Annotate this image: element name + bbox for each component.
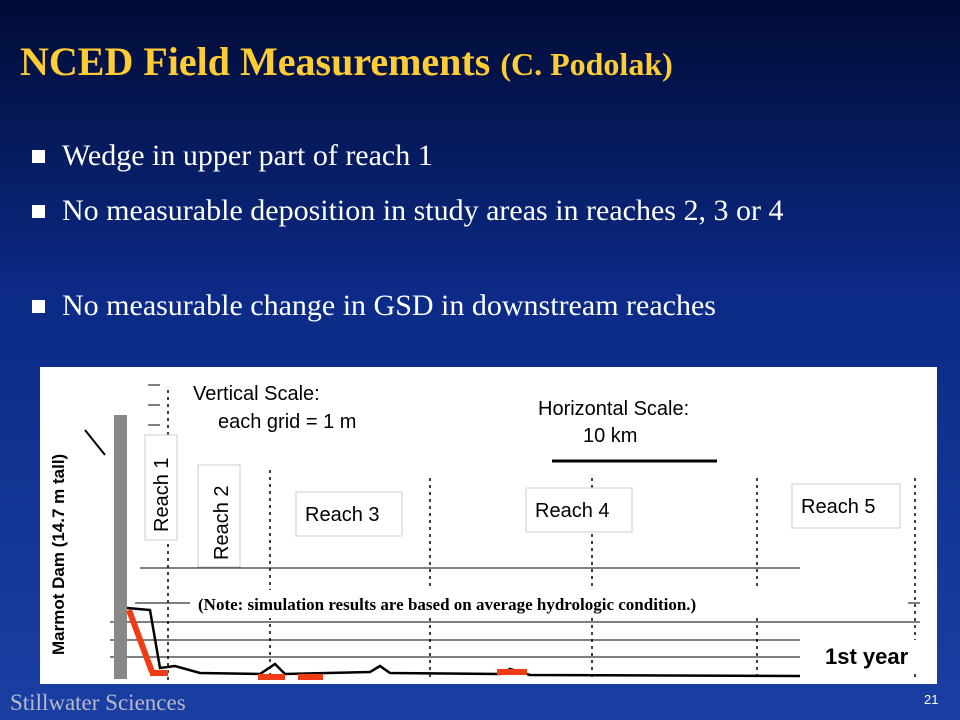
dam-label: Marmot Dam (14.7 m tall) [49,454,68,655]
reach-label: Reach 2 [211,486,233,561]
measurement [126,608,155,674]
bullet: No measurable change in GSD in downstrea… [32,284,882,328]
bullet-text: No measurable deposition in study areas … [62,194,784,227]
title-wrap: NCED Field Measurements (C. Podolak) [20,38,673,85]
year-label: 1st year [825,644,909,669]
reach-label: Reach 3 [305,504,380,526]
measurements [126,608,527,680]
horizontal-length: 10 km [583,425,637,447]
reach-box [144,434,178,541]
reach-label: Reach 1 [151,458,173,533]
title: NCED Field Measurements [20,39,491,84]
note-box [190,590,908,618]
reach-label: Reach 4 [535,500,610,522]
vertical-scale: Vertical Scale: [193,383,320,405]
bullet: No measurable deposition in study areas … [32,189,872,233]
reach-box [197,464,241,568]
note: (Note: simulation results are based on a… [198,595,696,614]
bullet-marker [32,300,45,313]
figure-background [40,367,937,684]
bullet-marker [32,150,45,163]
bullet-marker [32,205,45,218]
bullet-text: No measurable change in GSD in downstrea… [62,289,716,322]
reach-box [295,491,403,537]
logo: Stillwater Sciences [10,690,186,715]
title-suffix: (C. Podolak) [500,46,673,82]
reach-label: Reach 5 [801,496,876,518]
horizontal-scale: Horizontal Scale: [538,398,689,420]
dam [114,415,127,679]
vertical-grid: each grid = 1 m [218,411,356,433]
bullet-text: Wedge in upper part of reach 1 [62,139,433,172]
year-box [800,640,917,670]
reach-box [525,487,633,533]
page-number: 21 [924,692,938,707]
bullet: Wedge in upper part of reach 1 [32,134,882,178]
reach-box [791,483,901,529]
dam-arrow [84,429,106,456]
